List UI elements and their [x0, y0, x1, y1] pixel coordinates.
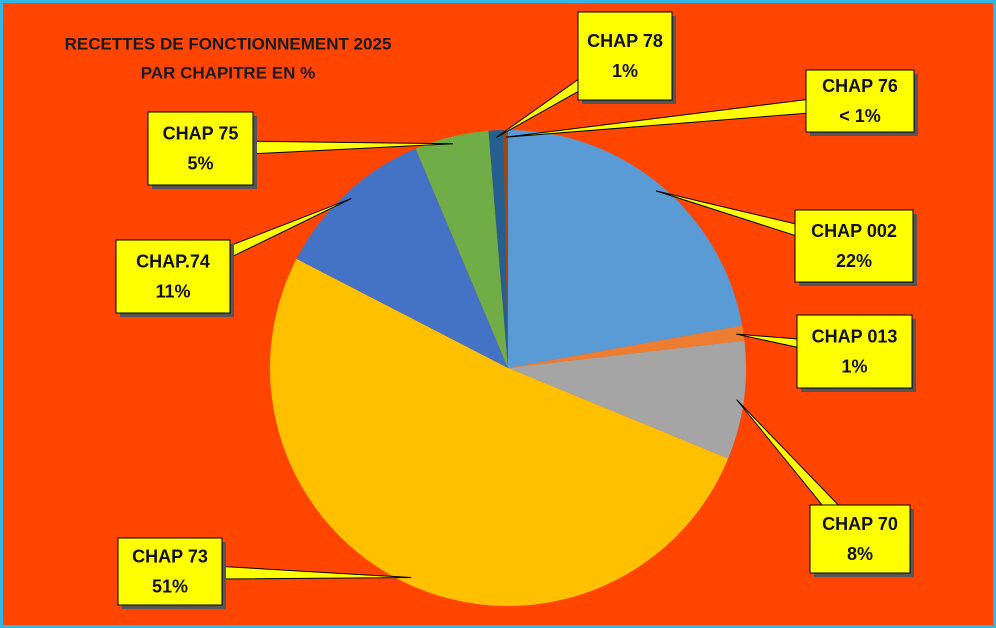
callout-box	[794, 209, 914, 283]
category-label: CHAP 013	[812, 326, 898, 346]
category-label: CHAP 78	[587, 31, 663, 51]
callout-box	[796, 314, 913, 389]
category-label: CHAP 75	[163, 123, 239, 143]
value-label: 1%	[841, 356, 867, 376]
pie-slice	[296, 148, 508, 368]
pie	[270, 130, 746, 606]
chart-subtitle: PAR CHAPITRE EN %	[141, 63, 315, 82]
chart-title: RECETTES DE FONCTIONNEMENT 2025	[65, 34, 392, 53]
value-label: 1%	[612, 61, 638, 81]
callout-box	[809, 504, 911, 574]
pie-slice	[508, 325, 745, 368]
category-label: CHAP 70	[822, 514, 898, 534]
category-label: CHAP 76	[822, 76, 898, 96]
pie-slice	[415, 130, 508, 368]
category-label: CHAP 73	[132, 546, 208, 566]
pie-slice	[508, 340, 746, 459]
callout-box	[115, 239, 231, 314]
value-label: 22%	[836, 251, 872, 271]
value-label: 5%	[187, 153, 213, 173]
value-label: 11%	[155, 281, 190, 301]
callout-box	[117, 537, 223, 606]
value-label: < 1%	[839, 106, 881, 126]
value-label: 8%	[847, 544, 873, 564]
pie-slice	[508, 130, 743, 368]
value-label: 51%	[152, 576, 188, 596]
pie-slice	[270, 258, 729, 606]
category-label: CHAP.74	[136, 251, 210, 271]
category-label: CHAP 002	[811, 221, 897, 241]
pie-slice	[488, 130, 508, 368]
callout-box	[147, 111, 254, 186]
labels: CHAP 002 22% CHAP 013 1% CHAP 70 8% CHAP 73 51%…	[115, 11, 918, 609]
pie-slice	[503, 130, 508, 368]
callout-box	[805, 69, 915, 133]
callout-box	[577, 11, 673, 101]
